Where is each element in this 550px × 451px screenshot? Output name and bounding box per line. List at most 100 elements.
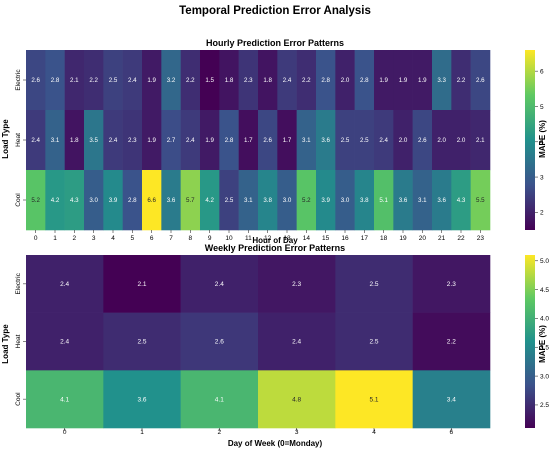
hourly-colorbar-tick-label: 5 (540, 104, 544, 111)
hourly-cell-value-label: 3.2 (167, 77, 176, 84)
hourly-cell-value-label: 3.6 (167, 197, 176, 204)
hourly-colorbar: 2 3 4 5 6 (525, 50, 544, 230)
hourly-colorbar-tick-label: 6 (540, 68, 544, 75)
hourly-cell (374, 110, 394, 171)
hourly-cell (432, 110, 452, 171)
weekly-cell (180, 255, 259, 313)
weekly-colorbar-tick-label: 3.5 (540, 345, 549, 352)
hourly-cell (470, 50, 491, 111)
hourly-y-tick-label: Cool (15, 193, 22, 207)
hourly-cell (142, 50, 162, 111)
hourly-cell (103, 170, 123, 231)
weekly-x-tick-label: 1 (140, 429, 144, 436)
hourly-cell (142, 170, 162, 231)
weekly-cell (335, 370, 413, 429)
hourly-cell-value-label: 1.5 (205, 77, 214, 84)
weekly-heatmap-cells: 2.4 2.1 2.4 2.3 2.5 2.3 2.4 2.5 2.6 2.4 2.5 2.2 4.1 3… (26, 255, 491, 429)
hourly-cell (258, 110, 278, 171)
hourly-cell (335, 110, 355, 171)
hourly-x-tick-label: 0 (34, 235, 38, 242)
hourly-cell (161, 50, 181, 111)
hourly-cell-value-label: 2.8 (225, 137, 234, 144)
hourly-cell-value-label: 2.2 (186, 77, 195, 84)
hourly-heatmap-ticks: 0 1 2 3 4 5 6 7 8 9 10 11 12 13 14 15 16 17 18 19 20 21 22 23El… (15, 69, 484, 242)
hourly-cell (412, 50, 433, 111)
hourly-cell (84, 110, 104, 171)
hourly-cell (354, 170, 375, 231)
weekly-cell (258, 312, 336, 371)
weekly-heatmap-title: Weekly Prediction Error Patterns (205, 243, 345, 253)
hourly-x-tick-label: 7 (169, 235, 173, 242)
hourly-cell (277, 170, 297, 231)
hourly-cell-value-label: 3.9 (321, 197, 330, 204)
hourly-cell (277, 50, 297, 111)
weekly-cell (335, 312, 413, 371)
weekly-x-axis-label: Day of Week (0=Monday) (228, 439, 323, 448)
weekly-cell-value-label: 2.5 (369, 281, 378, 288)
weekly-colorbar: 2.5 3.0 3.5 4.0 4.5 5.0 (525, 255, 549, 428)
weekly-cell (26, 370, 104, 429)
hourly-cell-value-label: 2.4 (379, 137, 388, 144)
hourly-cell (84, 50, 104, 111)
weekly-cell-value-label: 3.6 (137, 396, 146, 403)
hourly-cell (296, 50, 317, 111)
weekly-cell (103, 312, 181, 371)
hourly-cell (335, 170, 355, 231)
hourly-cell (393, 110, 413, 171)
hourly-cell-value-label: 2.1 (476, 137, 485, 144)
weekly-cell (103, 370, 181, 429)
hourly-colorbar-tick-label: 3 (540, 174, 544, 181)
weekly-cell-value-label: 3.4 (447, 396, 456, 403)
hourly-cell (64, 50, 85, 111)
hourly-cell (45, 110, 65, 171)
hourly-y-tick-label: Heat (15, 133, 22, 147)
hourly-cell-value-label: 3.8 (360, 197, 369, 204)
hourly-x-tick-label: 10 (225, 235, 233, 242)
hourly-cell (451, 110, 471, 171)
hourly-cell-value-label: 3.1 (418, 197, 427, 204)
hourly-cell (122, 170, 143, 231)
hourly-cell (277, 110, 297, 171)
hourly-x-tick-label: 2 (73, 235, 77, 242)
hourly-x-tick-label: 19 (399, 235, 407, 242)
hourly-x-tick-label: 14 (303, 235, 311, 242)
weekly-colorbar-tick-label: 2.5 (540, 402, 549, 409)
hourly-cell-value-label: 4.3 (457, 197, 466, 204)
hourly-cell (219, 170, 239, 231)
hourly-cell-value-label: 1.8 (70, 137, 79, 144)
hourly-cell-value-label: 3.6 (399, 197, 408, 204)
weekly-cell (258, 370, 336, 429)
hourly-x-tick-label: 20 (419, 235, 427, 242)
hourly-colorbar-label: MAPE (%) (538, 120, 547, 158)
weekly-x-tick-label: 2 (218, 429, 222, 436)
hourly-x-tick-label: 16 (341, 235, 349, 242)
hourly-cell (316, 110, 336, 171)
hourly-cell (354, 110, 375, 171)
hourly-cell (200, 110, 220, 171)
hourly-cell-value-label: 4.2 (51, 197, 60, 204)
hourly-cell (296, 170, 317, 231)
hourly-x-tick-label: 9 (208, 235, 212, 242)
hourly-x-tick-label: 21 (438, 235, 446, 242)
weekly-cell (412, 312, 491, 371)
hourly-cell-value-label: 1.9 (147, 77, 156, 84)
hourly-cell (374, 50, 394, 111)
weekly-cell-value-label: 2.4 (60, 281, 69, 288)
hourly-cell-value-label: 2.4 (109, 137, 118, 144)
weekly-cell (26, 255, 104, 313)
hourly-cell-value-label: 2.3 (128, 137, 137, 144)
hourly-cell-value-label: 3.6 (437, 197, 446, 204)
hourly-cell-value-label: 3.3 (437, 77, 446, 84)
hourly-cell-value-label: 6.6 (147, 197, 156, 204)
weekly-cell-value-label: 2.6 (215, 339, 224, 346)
weekly-x-tick-label: 3 (295, 429, 299, 436)
hourly-cell-value-label: 2.2 (302, 77, 311, 84)
hourly-cell (432, 50, 452, 111)
hourly-cell (200, 170, 220, 231)
weekly-cell (103, 255, 181, 313)
weekly-cell (412, 255, 491, 313)
hourly-cell-value-label: 2.6 (31, 77, 40, 84)
weekly-cell-value-label: 2.5 (137, 339, 146, 346)
hourly-cell (103, 110, 123, 171)
